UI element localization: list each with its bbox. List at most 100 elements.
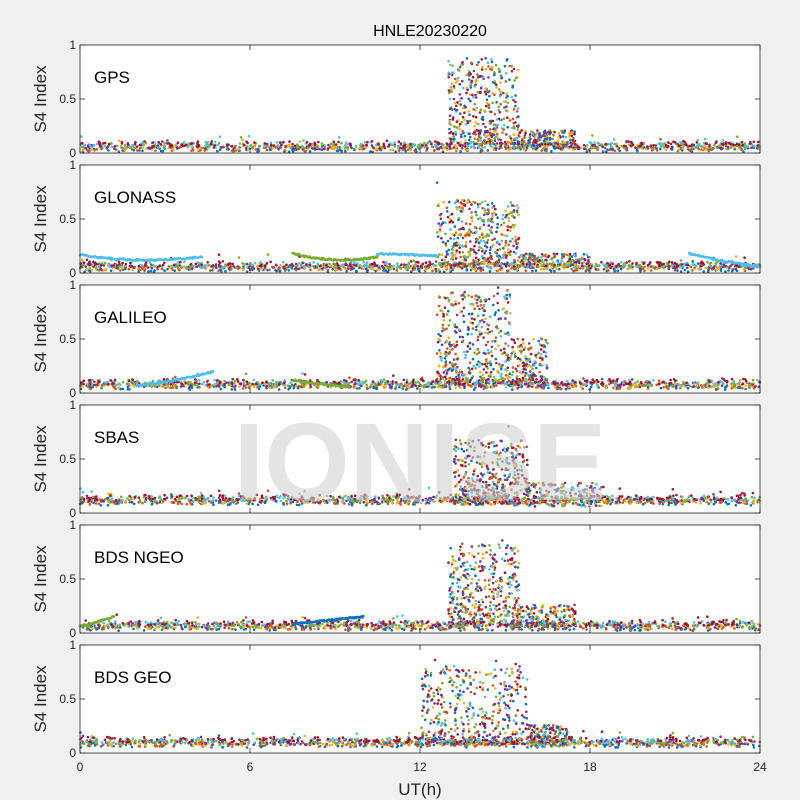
data-point xyxy=(476,205,480,209)
data-point xyxy=(97,265,101,269)
y-axis-label: S4 Index xyxy=(31,65,50,133)
data-point xyxy=(610,141,614,145)
data-point xyxy=(325,267,329,270)
data-point xyxy=(485,264,489,268)
data-point xyxy=(327,143,330,147)
data-point xyxy=(572,144,575,147)
data-point xyxy=(465,91,468,95)
data-point xyxy=(151,141,154,145)
data-point xyxy=(479,136,482,140)
data-point xyxy=(512,225,515,229)
data-point xyxy=(672,140,675,143)
data-point xyxy=(667,141,670,144)
data-point xyxy=(724,385,728,389)
data-point xyxy=(510,126,514,130)
data-point xyxy=(445,206,449,209)
data-point xyxy=(487,234,491,237)
data-point xyxy=(516,146,520,150)
data-point xyxy=(683,268,687,272)
data-point xyxy=(469,240,472,243)
data-point xyxy=(562,131,566,134)
data-point xyxy=(187,142,190,145)
data-point xyxy=(613,269,616,273)
data-point xyxy=(476,122,480,126)
data-point xyxy=(517,213,520,217)
data-point xyxy=(434,140,437,143)
data-point xyxy=(352,263,355,267)
data-point xyxy=(331,146,335,149)
data-point xyxy=(445,145,448,149)
data-point xyxy=(469,252,472,256)
data-point xyxy=(522,262,525,266)
data-point xyxy=(117,139,121,143)
data-point xyxy=(679,141,682,144)
data-point xyxy=(485,98,489,102)
data-point xyxy=(582,260,586,264)
data-point xyxy=(546,139,549,143)
data-point xyxy=(297,267,301,271)
data-point xyxy=(657,142,660,146)
data-point xyxy=(706,261,709,264)
data-point xyxy=(88,260,92,264)
data-point xyxy=(508,64,512,68)
data-point xyxy=(559,387,563,391)
data-point xyxy=(434,260,438,263)
data-point xyxy=(507,148,511,152)
data-point xyxy=(464,106,468,109)
data-point xyxy=(683,140,687,144)
data-point xyxy=(553,130,556,134)
data-point xyxy=(704,266,707,270)
data-point xyxy=(673,261,677,265)
data-point xyxy=(483,251,487,255)
data-point xyxy=(86,382,89,386)
data-point xyxy=(210,265,213,268)
data-point xyxy=(475,63,479,67)
data-point xyxy=(135,381,139,385)
data-point xyxy=(487,262,491,266)
data-point xyxy=(490,226,494,229)
data-point xyxy=(732,143,735,147)
data-point xyxy=(539,136,543,139)
data-point xyxy=(468,262,471,266)
data-point xyxy=(448,217,452,221)
data-point xyxy=(388,383,392,387)
data-point xyxy=(494,147,497,150)
data-point xyxy=(481,206,484,210)
data-point xyxy=(507,243,511,247)
data-point xyxy=(489,132,493,135)
data-point xyxy=(80,135,83,138)
data-point xyxy=(302,139,305,142)
data-point xyxy=(392,267,396,271)
data-point xyxy=(723,388,727,391)
data-point xyxy=(516,107,520,110)
data-point xyxy=(323,144,327,148)
data-point xyxy=(382,144,386,148)
data-point xyxy=(458,122,462,126)
data-point xyxy=(200,263,203,267)
data-point xyxy=(569,263,573,267)
data-point xyxy=(354,145,358,148)
data-point xyxy=(740,148,743,152)
data-point xyxy=(305,263,308,266)
data-point xyxy=(170,265,174,269)
data-point xyxy=(278,141,282,144)
data-point xyxy=(573,130,576,133)
data-point xyxy=(517,115,520,118)
data-point xyxy=(491,119,495,123)
data-point xyxy=(750,146,753,150)
data-point xyxy=(456,242,460,246)
data-point xyxy=(133,146,136,150)
data-point xyxy=(334,143,338,146)
data-point xyxy=(493,137,497,140)
data-point xyxy=(495,126,499,129)
data-point xyxy=(742,150,745,153)
data-point xyxy=(654,265,657,269)
data-point xyxy=(480,254,484,258)
data-point xyxy=(531,385,534,388)
data-point xyxy=(499,262,503,266)
data-point xyxy=(223,382,226,386)
data-point xyxy=(456,101,459,104)
data-point xyxy=(465,86,469,89)
data-point xyxy=(455,126,458,129)
data-point xyxy=(568,255,572,259)
